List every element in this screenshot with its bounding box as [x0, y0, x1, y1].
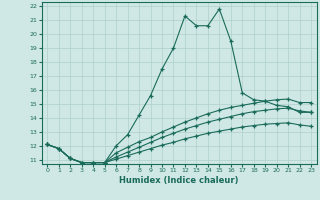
X-axis label: Humidex (Indice chaleur): Humidex (Indice chaleur): [119, 176, 239, 185]
